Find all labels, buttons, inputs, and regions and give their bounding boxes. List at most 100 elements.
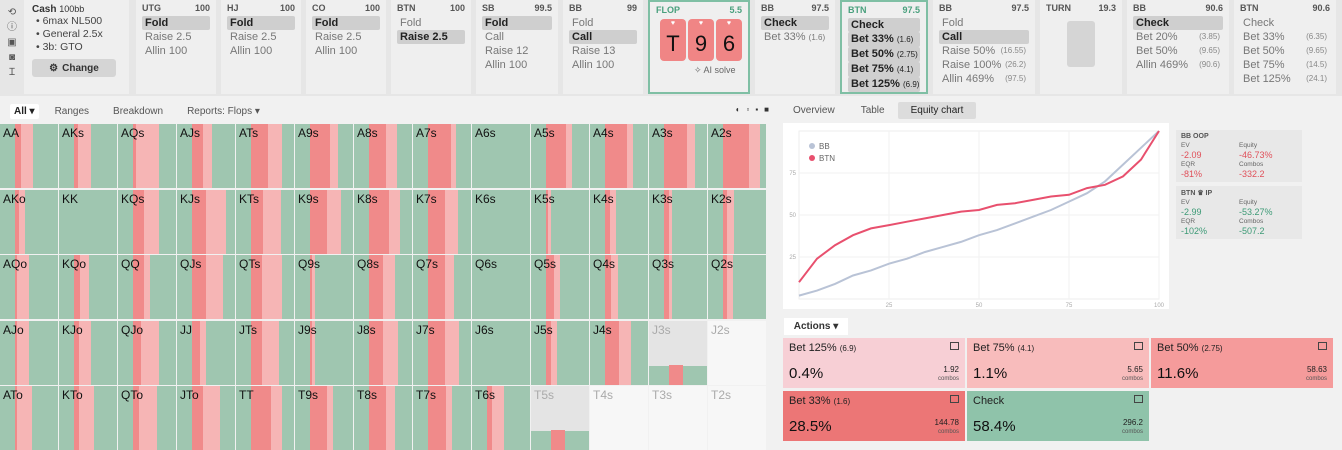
action-item[interactable]: Allin 100 <box>227 44 295 58</box>
turn-panel[interactable]: TURN 19.3 <box>1040 0 1122 94</box>
action-item[interactable]: Check <box>1133 16 1223 30</box>
hand-cell[interactable]: Q2s <box>708 255 766 319</box>
hand-cell[interactable]: Q5s <box>531 255 589 319</box>
hand-cell[interactable]: T2s <box>708 386 766 450</box>
action-item[interactable]: Call <box>569 30 637 44</box>
action-item[interactable]: Allin 469% (97.5) <box>939 72 1029 86</box>
action-item[interactable]: Allin 100 <box>569 58 637 72</box>
refresh-icon[interactable]: ⟲ <box>7 7 17 18</box>
hand-cell[interactable]: JJ <box>177 320 235 385</box>
hand-cell[interactable]: TT <box>236 386 294 450</box>
chart-icon[interactable] <box>1134 342 1143 350</box>
action-item[interactable]: Bet 20% (3.85) <box>1133 30 1223 44</box>
hand-cell[interactable]: QJs <box>177 255 235 319</box>
action-item[interactable]: Bet 50% (2.75) <box>848 47 920 62</box>
hand-cell[interactable]: QTo <box>118 386 176 450</box>
action-item[interactable]: Call <box>939 30 1029 44</box>
action-item[interactable]: Fold <box>397 16 465 30</box>
action-item[interactable]: Raise 2.5 <box>397 30 465 44</box>
hand-cell[interactable]: A2s <box>708 124 766 188</box>
action-column-bb4[interactable]: BB 90.6 Check Bet 20% (3.85) Bet 50% (9.65) All… <box>1127 0 1229 94</box>
tab-breakdown[interactable]: Breakdown <box>113 105 164 117</box>
action-item[interactable]: Raise 50% (16.55) <box>939 44 1029 58</box>
hand-cell[interactable]: Q7s <box>413 255 471 319</box>
save-icon[interactable]: ▣ <box>7 37 17 48</box>
hand-cell[interactable]: T4s <box>590 386 648 450</box>
action-item[interactable]: Fold <box>312 16 380 30</box>
hand-cell[interactable]: Q4s <box>590 255 648 319</box>
hand-cell[interactable]: T6s <box>472 386 530 450</box>
hand-cell[interactable]: A6s <box>472 124 530 188</box>
action-item[interactable]: Allin 469% (90.6) <box>1133 58 1223 72</box>
info-icon[interactable]: ⓘ <box>7 22 17 33</box>
action-item[interactable]: Bet 50% (9.65) <box>1133 44 1223 58</box>
board-card[interactable]: T <box>660 19 686 61</box>
action-item[interactable]: Bet 125% (6.9) <box>848 77 920 92</box>
gamepad-icon[interactable]: ◙ <box>8 52 16 63</box>
hand-cell[interactable]: A8s <box>354 124 412 188</box>
ai-solve-button[interactable]: ✧ AI solve <box>694 65 742 76</box>
hand-cell[interactable]: JTo <box>177 386 235 450</box>
hand-cell[interactable]: T9s <box>295 386 353 450</box>
hand-cell[interactable]: Q3s <box>649 255 707 319</box>
action-column-btn3[interactable]: BTN 90.6 Check Bet 33% (6.35) Bet 50% (9.65) Be… <box>1234 0 1336 94</box>
hand-cell[interactable]: K2s <box>708 189 766 254</box>
action-column-utg[interactable]: UTG 100 Fold Raise 2.5 Allin 100 <box>136 0 216 94</box>
hand-cell[interactable]: AA <box>0 124 58 188</box>
hand-cell[interactable]: T8s <box>354 386 412 450</box>
hand-cell[interactable]: A4s <box>590 124 648 188</box>
hand-cell[interactable]: K5s <box>531 189 589 254</box>
hand-cell[interactable]: AJo <box>0 320 58 385</box>
action-item[interactable]: Raise 100% (26.2) <box>939 58 1029 72</box>
action-column-co[interactable]: CO 100 Fold Raise 2.5 Allin 100 <box>306 0 386 94</box>
hand-cell[interactable]: J9s <box>295 320 353 385</box>
large-square-icon[interactable]: ■ <box>764 105 769 114</box>
hand-cell[interactable]: K8s <box>354 189 412 254</box>
action-card[interactable]: Bet 33% (1.6) 28.5% 144.78 combos <box>783 391 965 441</box>
flop-panel[interactable]: FLOP 5.5 T 9 6 ✧ AI solve <box>648 0 750 94</box>
hand-cell[interactable]: KJs <box>177 189 235 254</box>
action-column-hj[interactable]: HJ 100 Fold Raise 2.5 Allin 100 <box>221 0 301 94</box>
chart-icon[interactable] <box>950 395 959 403</box>
action-item[interactable]: Allin 100 <box>482 58 552 72</box>
action-card[interactable]: Bet 125% (6.9) 0.4% 1.92 combos <box>783 338 965 388</box>
action-item[interactable]: Raise 13 <box>569 44 637 58</box>
contrast-icon[interactable]: ◐ <box>735 105 741 114</box>
tab-overview[interactable]: Overview <box>793 104 835 116</box>
hand-cell[interactable]: KTs <box>236 189 294 254</box>
hand-cell[interactable]: T3s <box>649 386 707 450</box>
action-item[interactable]: Raise 2.5 <box>227 30 295 44</box>
hand-cell[interactable]: KTo <box>59 386 117 450</box>
action-item[interactable]: Bet 33% (6.35) <box>1240 30 1330 44</box>
action-column-bb3[interactable]: BB 97.5 Fold Call Raise 50% (16.55) Raise 100%… <box>933 0 1035 94</box>
turn-card-slot[interactable] <box>1067 21 1095 67</box>
hand-cell[interactable]: Q8s <box>354 255 412 319</box>
tab-table[interactable]: Table <box>860 104 885 116</box>
action-item[interactable]: Bet 125% (24.1) <box>1240 72 1330 86</box>
hand-cell[interactable]: QTs <box>236 255 294 319</box>
tab-ranges[interactable]: Ranges <box>54 105 90 117</box>
action-item[interactable]: Check <box>848 18 920 32</box>
hand-cell[interactable]: K9s <box>295 189 353 254</box>
action-column-bb1[interactable]: BB 99 Fold Call Raise 13 Allin 100 <box>563 0 643 94</box>
chart-icon[interactable] <box>1134 395 1143 403</box>
action-item[interactable]: Raise 12 <box>482 44 552 58</box>
hand-cell[interactable]: KQs <box>118 189 176 254</box>
hand-cell[interactable]: AQo <box>0 255 58 319</box>
hand-cell[interactable]: J7s <box>413 320 471 385</box>
action-item[interactable]: Raise 2.5 <box>312 30 380 44</box>
action-column-btn1[interactable]: BTN 100 Fold Raise 2.5 <box>391 0 471 94</box>
game-settings-panel[interactable]: Cash 100bb • 6max NL500 • General 2.5x •… <box>24 0 129 94</box>
hand-cell[interactable]: A9s <box>295 124 353 188</box>
hand-cell[interactable]: ATs <box>236 124 294 188</box>
chart-icon[interactable] <box>1318 342 1327 350</box>
action-item[interactable]: Call <box>482 30 552 44</box>
chart-icon[interactable] <box>950 342 959 350</box>
action-item[interactable]: Check <box>1240 16 1330 30</box>
change-button[interactable]: ⚙ Change <box>32 59 116 77</box>
hand-cell[interactable]: QJo <box>118 320 176 385</box>
action-card[interactable]: Bet 75% (4.1) 1.1% 5.65 combos <box>967 338 1149 388</box>
hand-cell[interactable]: J3s <box>649 320 707 385</box>
hand-cell[interactable]: K4s <box>590 189 648 254</box>
action-item[interactable]: Check <box>761 16 829 30</box>
